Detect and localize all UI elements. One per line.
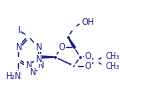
- Text: N: N: [35, 42, 41, 52]
- Text: N: N: [29, 68, 35, 76]
- Text: OH: OH: [82, 17, 95, 27]
- Text: H₂N: H₂N: [5, 71, 21, 81]
- Text: O: O: [59, 42, 65, 52]
- Text: N: N: [15, 42, 21, 52]
- Text: O: O: [85, 61, 91, 70]
- Polygon shape: [40, 56, 55, 58]
- Text: N: N: [35, 55, 41, 64]
- Text: O: O: [85, 52, 91, 60]
- Text: I: I: [17, 26, 19, 34]
- Text: CH₃: CH₃: [106, 52, 120, 60]
- Text: H₂N: H₂N: [6, 71, 22, 81]
- Text: N: N: [37, 60, 43, 70]
- Text: N: N: [25, 60, 31, 70]
- Polygon shape: [68, 37, 75, 47]
- Text: CH₃: CH₃: [106, 61, 120, 70]
